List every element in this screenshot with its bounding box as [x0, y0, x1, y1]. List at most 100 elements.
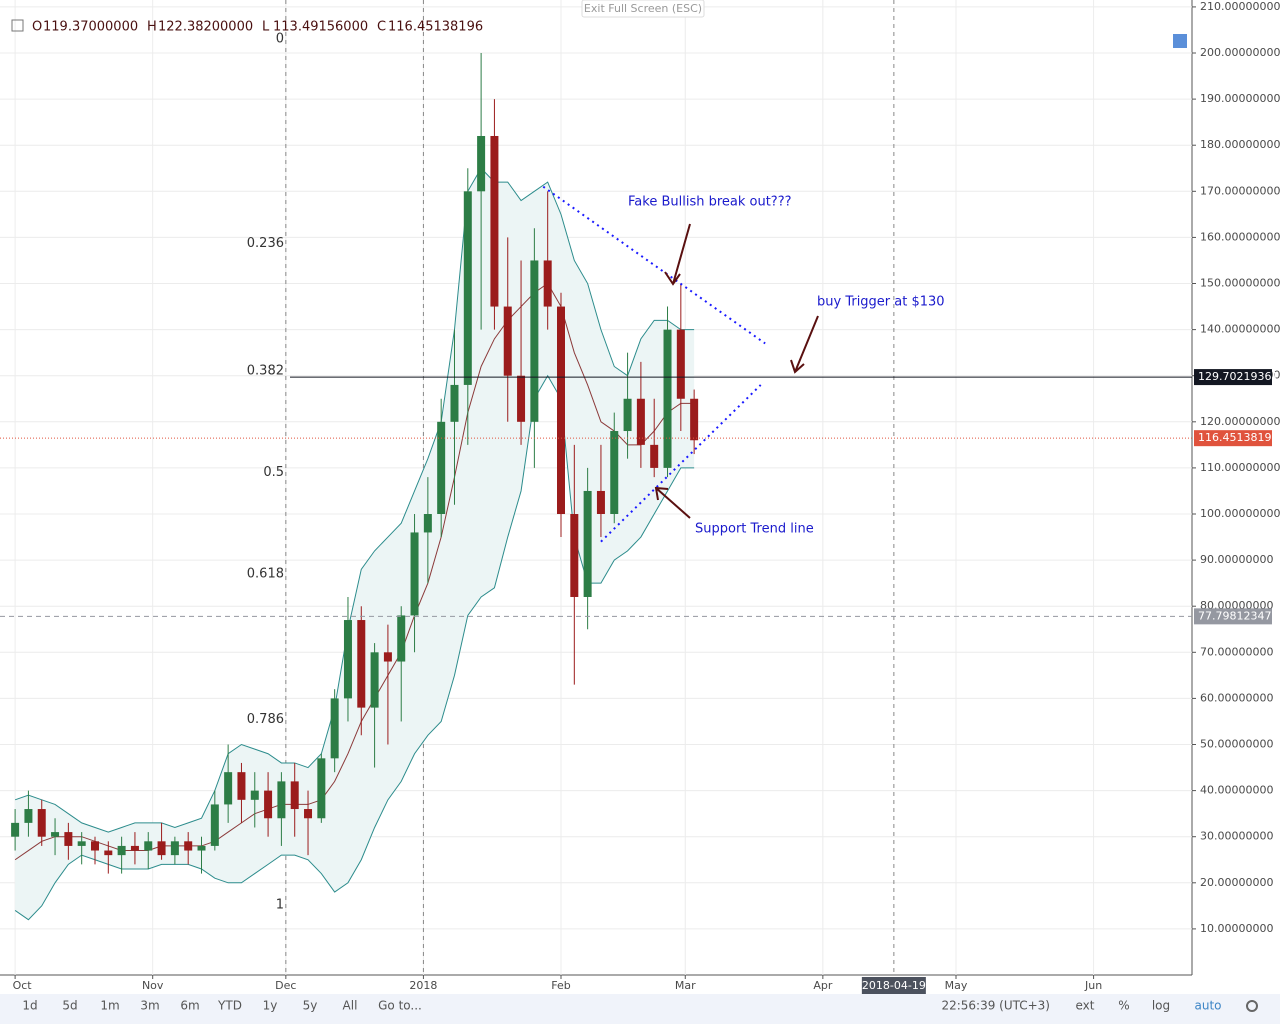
candle-body	[51, 832, 60, 837]
toolbar-button[interactable]: log	[1152, 999, 1170, 1013]
fib-label: 0.618	[247, 566, 284, 581]
ohlc-header: O 119.37000000 H 122.38200000 L 113.49156000 C…	[32, 20, 483, 35]
candle-body	[463, 191, 472, 385]
y-tick-label: 40.00000000	[1200, 784, 1273, 797]
y-tick-label: 50.00000000	[1200, 738, 1273, 751]
candle-body	[490, 135, 499, 307]
clock: 22:56:39 (UTC+3)	[941, 999, 1050, 1013]
candle-body	[184, 841, 193, 851]
band-mid	[14, 282, 695, 861]
price-badge-label: 116.45138196	[1198, 431, 1278, 444]
candle-body	[104, 850, 113, 856]
arrow	[654, 486, 691, 519]
toolbar-button[interactable]: 6m	[180, 999, 199, 1013]
y-tick-label: 70.00000000	[1200, 645, 1273, 658]
ohlc-value: 122.38200000	[158, 20, 253, 35]
candle-body	[370, 652, 379, 708]
candle-body	[477, 135, 486, 192]
ohlc-key: O	[32, 20, 42, 35]
ohlc-key: C	[377, 20, 386, 35]
arrow	[790, 315, 819, 374]
x-tick-label: Dec	[275, 979, 296, 992]
toolbar-button[interactable]: ext	[1076, 999, 1095, 1013]
toolbar-button[interactable]: 1m	[100, 999, 119, 1013]
exit-fullscreen-button[interactable]	[581, 0, 705, 18]
candle-body	[144, 841, 153, 851]
fib-label: 0.5	[263, 465, 284, 480]
fib-label: 0.382	[247, 364, 284, 379]
fib-label: 0	[276, 32, 284, 47]
fib-label: 0.786	[247, 712, 284, 727]
candle-body	[77, 841, 86, 846]
candle-body	[343, 620, 352, 699]
header-icon[interactable]	[11, 19, 24, 32]
candle-body	[596, 490, 605, 515]
y-tick-label: 150.00000000	[1200, 277, 1280, 290]
settings-gear[interactable]	[1246, 1000, 1258, 1012]
y-tick-label: 60.00000000	[1200, 691, 1273, 704]
candle-body	[410, 532, 419, 616]
candle-body	[570, 514, 579, 597]
cursor-badge	[861, 977, 926, 994]
y-tick-label: 20.00000000	[1200, 876, 1273, 889]
x-tick-label: Apr	[813, 979, 833, 992]
y-tick-label: 110.00000000	[1200, 461, 1280, 474]
candle-body	[663, 329, 672, 468]
candle-body	[383, 652, 392, 662]
y-tick-label: 180.00000000	[1200, 138, 1280, 151]
fib-label: 1	[276, 897, 284, 912]
toolbar-button[interactable]: auto	[1194, 999, 1221, 1013]
y-tick-label: 120.00000000	[1200, 415, 1280, 428]
candle-body	[210, 804, 219, 846]
candle-body	[517, 375, 526, 422]
candle-body	[530, 260, 539, 422]
candle-body	[264, 790, 273, 819]
exit-fullscreen-label[interactable]: Exit Full Screen (ESC)	[584, 2, 702, 15]
toolbar-button[interactable]: YTD	[217, 999, 242, 1013]
candle-body	[650, 444, 659, 468]
y-tick-label: 100.00000000	[1200, 507, 1280, 520]
candle-body	[117, 845, 126, 856]
candle-body	[676, 329, 685, 399]
toolbar-button[interactable]: 1y	[263, 999, 278, 1013]
candle-body	[304, 809, 313, 819]
candle-body	[290, 781, 299, 810]
candle-body	[543, 260, 552, 307]
toolbar-bg	[0, 994, 1280, 1024]
y-tick-label: 160.00000000	[1200, 230, 1280, 243]
toolbar-button[interactable]: 3m	[140, 999, 159, 1013]
x-tick-label: Jun	[1084, 979, 1102, 992]
y-tick-label: 170.00000000	[1200, 184, 1280, 197]
settings-icon[interactable]	[1173, 34, 1187, 48]
candle-body	[157, 841, 166, 856]
toolbar-button[interactable]: All	[343, 999, 358, 1013]
candle-body	[11, 822, 20, 837]
candle-body	[690, 398, 699, 441]
candle-body	[250, 790, 259, 800]
band-lower	[14, 374, 695, 921]
candle-body	[197, 845, 206, 851]
candle-body	[224, 772, 233, 805]
toolbar-button[interactable]: 5d	[62, 999, 77, 1013]
price-badge	[1194, 430, 1272, 447]
arrow	[664, 223, 691, 286]
candle-body	[450, 384, 459, 422]
ohlc-key: L	[262, 20, 270, 35]
candle-body	[317, 758, 326, 819]
price-badge	[1194, 369, 1272, 386]
y-tick-label: 140.00000000	[1200, 323, 1280, 336]
candle-body	[237, 772, 246, 800]
candle-body	[423, 514, 432, 533]
x-tick-label: 2018	[409, 979, 437, 992]
toolbar-button[interactable]: 5y	[303, 999, 318, 1013]
ohlc-value: 119.37000000	[43, 20, 138, 35]
candle-body	[64, 832, 73, 846]
candle-body	[610, 431, 619, 515]
toolbar-button[interactable]: %	[1118, 999, 1129, 1013]
candle-body	[557, 306, 566, 515]
toolbar-button[interactable]: 1d	[22, 999, 37, 1013]
toolbar-button[interactable]: Go to...	[378, 999, 422, 1013]
axes: 10.00000000 20.00000000 30.00000000 40.0000…	[13, 0, 1280, 994]
candle-body	[130, 845, 139, 851]
